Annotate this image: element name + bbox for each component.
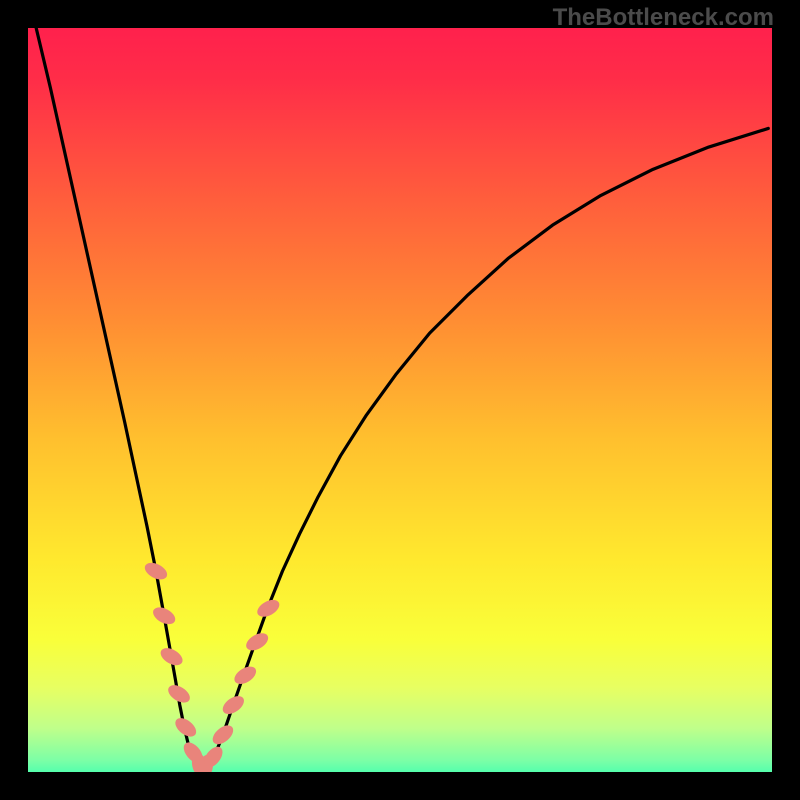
chart-canvas: TheBottleneck.com: [0, 0, 800, 800]
outer-frame: [0, 0, 800, 800]
watermark-text: TheBottleneck.com: [553, 4, 774, 32]
